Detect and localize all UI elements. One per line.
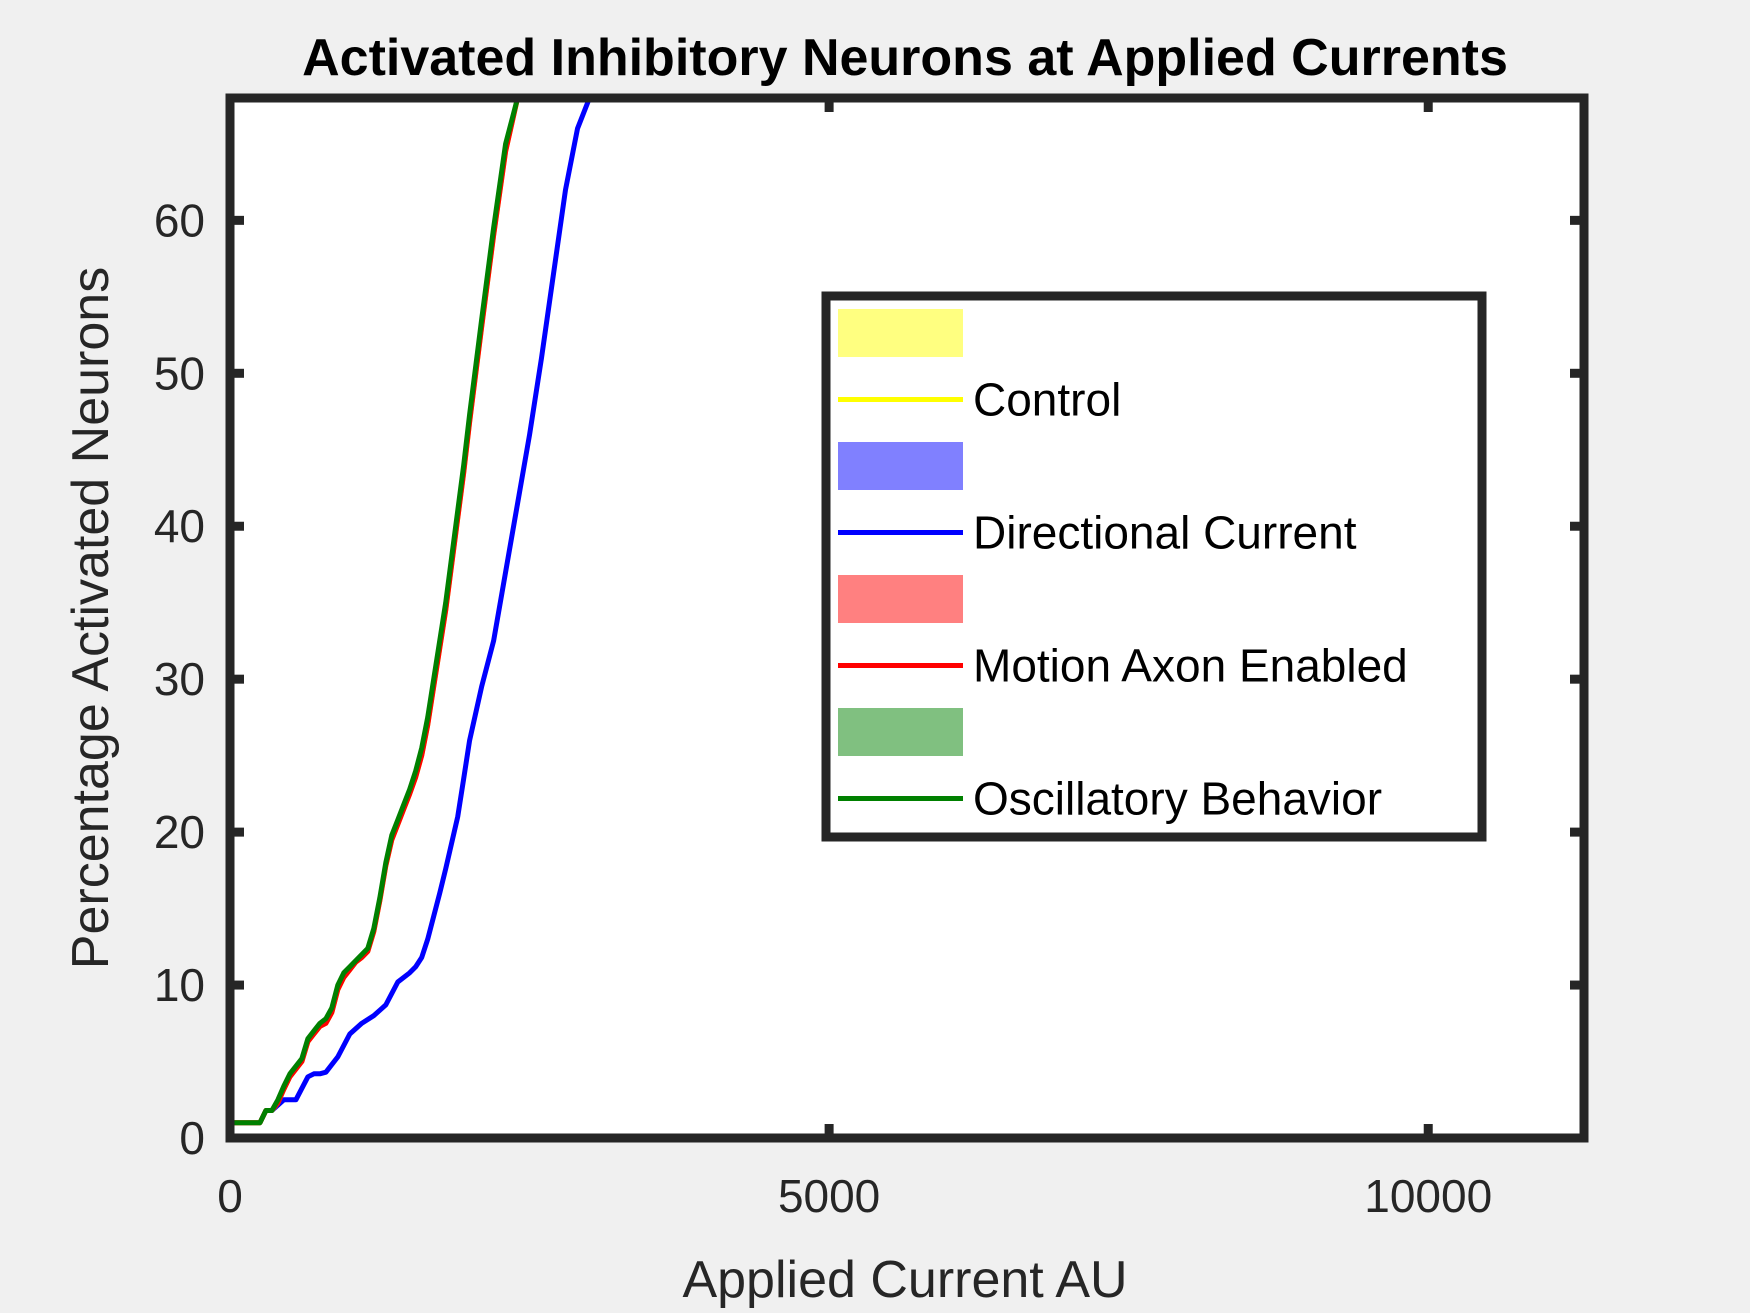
legend-label: Control [973, 374, 1121, 426]
series-line-directional-current [230, 98, 628, 1126]
x-tick-label: 5000 [778, 1170, 880, 1222]
legend-patch [838, 708, 963, 756]
legend-patch [838, 442, 963, 490]
y-axis-label: Percentage Activated Neurons [62, 267, 120, 969]
legend-label: Oscillatory Behavior [973, 773, 1382, 825]
x-tick-label: 0 [217, 1170, 243, 1222]
x-axis-label: Applied Current AU [682, 1251, 1127, 1309]
y-tick-label: 60 [154, 194, 205, 246]
y-tick-label: 20 [154, 806, 205, 858]
series-layer [230, 98, 628, 1126]
x-tick-label: 10000 [1364, 1170, 1492, 1222]
legend-label: Motion Axon Enabled [973, 640, 1408, 692]
y-tick-label: 10 [154, 959, 205, 1011]
legend: Control Directional Current Motion Axon En… [821, 291, 1487, 842]
y-tick-label: 40 [154, 500, 205, 552]
y-tick-label: 0 [179, 1112, 205, 1164]
chart-title: Activated Inhibitory Neurons at Applied … [302, 29, 1508, 87]
legend-box [821, 291, 1487, 842]
legend-patch [838, 309, 963, 357]
series-line-oscillatory-behavior [230, 98, 556, 1126]
legend-label: Directional Current [973, 507, 1357, 559]
legend-patch [838, 575, 963, 623]
y-tick-label: 50 [154, 347, 205, 399]
axes-box [225, 93, 1589, 1143]
y-tick-label: 30 [154, 653, 205, 705]
